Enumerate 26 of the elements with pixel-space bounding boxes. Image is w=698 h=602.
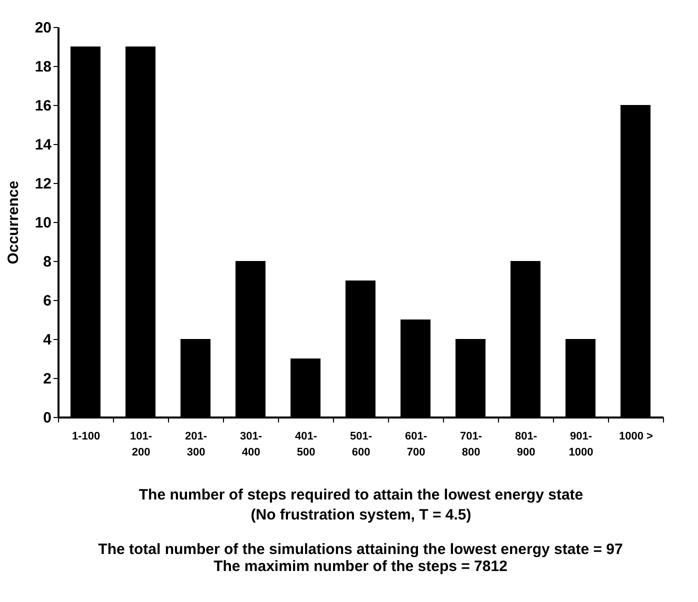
x-tick-label: 701- 800 [460, 430, 482, 458]
text: The total number of the simulations attaining the lowest energy state = 97 [98, 541, 623, 558]
x-tick-label: 1-100 [72, 430, 100, 442]
x-tick-label: 901- 1000 [568, 430, 594, 458]
y-tick-label: 8 [43, 254, 52, 270]
x-tick-label: 401- 500 [294, 430, 318, 458]
y-tick-label: 4 [43, 332, 52, 348]
x-tick-label: 1000 > [619, 430, 653, 442]
text: The maximim number of the steps = 7812 [214, 558, 508, 575]
y-axis-title: Occurrence [4, 180, 22, 264]
x-tick-label: 301- 400 [240, 430, 262, 458]
x-tick-label: 501- 600 [350, 430, 372, 458]
y-tick-label: 0 [43, 410, 52, 426]
x-tick-label: 601- 700 [404, 430, 428, 458]
y-tick-label: 6 [43, 292, 52, 310]
y-tick-label: 18 [34, 58, 52, 76]
x-axis-title: The number of steps required to attain the lowest energy state (No frustration system, T = 4.5) [138, 486, 584, 524]
x-tick-label: 101- 200 [130, 430, 152, 458]
x-tick-label: 201- 300 [184, 430, 208, 458]
y-tick-label: 14 [34, 136, 52, 154]
y-tick-label: 16 [34, 98, 52, 114]
y-tick-label: 12 [34, 176, 52, 192]
x-tick-label: 801- 900 [514, 430, 538, 458]
y-tick-label: 2 [43, 370, 52, 388]
y-tick-label: 10 [34, 214, 52, 232]
y-tick-label: 20 [34, 20, 52, 36]
